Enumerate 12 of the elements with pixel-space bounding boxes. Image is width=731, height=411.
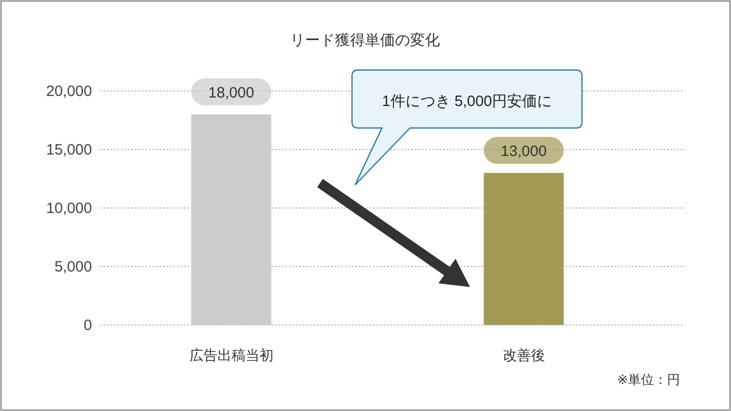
y-tick-label: 5,000 — [54, 258, 92, 276]
x-tick-label: 広告出稿当初 — [189, 347, 274, 363]
chart-title: リード獲得単価の変化 — [290, 32, 440, 49]
data-label: 13,000 — [500, 142, 547, 160]
x-tick-label: 改善後 — [502, 347, 545, 363]
y-tick-label: 15,000 — [46, 142, 92, 158]
y-tick-label: 10,000 — [46, 200, 92, 217]
data-label: 18,000 — [208, 84, 254, 102]
y-tick-label: 0 — [84, 317, 92, 334]
y-tick-label: 20,000 — [46, 83, 92, 100]
text: ※単位：円 — [617, 372, 680, 387]
annotation: 1件につき 5,000円安価に — [382, 93, 552, 110]
